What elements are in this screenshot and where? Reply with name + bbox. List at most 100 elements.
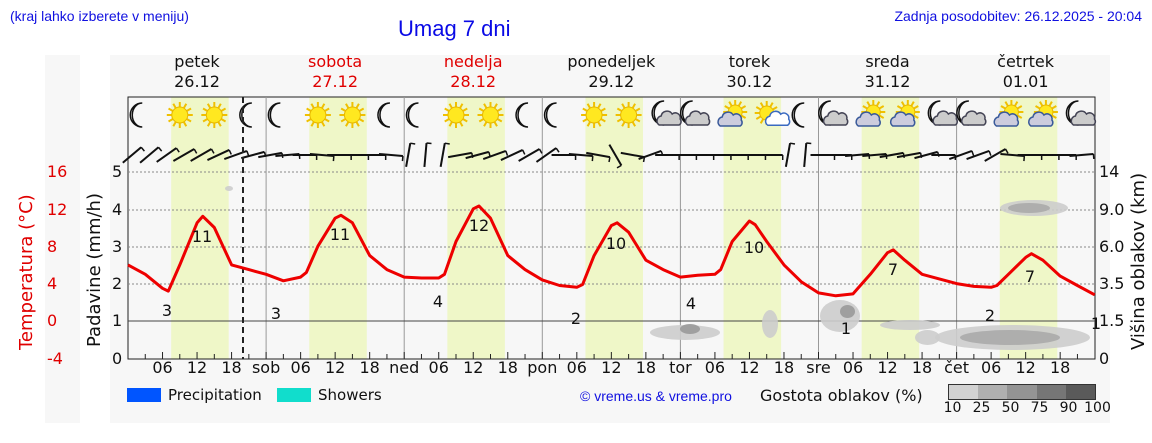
x-tick: 12 (1015, 358, 1036, 377)
svg-text:10: 10 (606, 234, 626, 253)
svg-text:11: 11 (192, 227, 212, 246)
last-update: Zadnja posodobitev: 26.12.2025 - 20:04 (894, 8, 1142, 24)
svg-text:3: 3 (271, 304, 281, 323)
cloud-height-tick: 6.0 (1099, 237, 1125, 256)
x-tick: 12 (877, 358, 898, 377)
day-label-5: sreda 31.12 (864, 52, 911, 91)
x-tick: 12 (463, 358, 484, 377)
moon-icon (405, 102, 419, 128)
temp-tick: -4 (47, 349, 63, 368)
precipitation-swatch (127, 388, 161, 402)
x-tick: sob (251, 358, 281, 377)
moon-icon (377, 102, 391, 128)
cloud-height-tick: 1.5 (1099, 311, 1125, 330)
x-tick: 12 (601, 358, 622, 377)
moon-icon (791, 102, 805, 128)
svg-text:10: 10 (744, 238, 764, 257)
moon-cloud-icon (956, 100, 987, 126)
location-hint: (kraj lahko izberete v meniju) (10, 8, 189, 24)
svg-text:1: 1 (841, 319, 851, 338)
cloud-density-label: 25 (972, 400, 991, 416)
temp-tick: 8 (47, 237, 58, 256)
sun-cloud-small-icon (754, 101, 791, 126)
sun-cloud-icon (889, 100, 920, 127)
x-tick: 18 (497, 358, 518, 377)
x-tick: 12 (739, 358, 760, 377)
temp-tick: 0 (47, 311, 58, 330)
moon-icon (543, 102, 557, 128)
x-tick: 06 (566, 358, 587, 377)
moon-icon (515, 102, 529, 128)
x-tick: 06 (290, 358, 311, 377)
cloud-density-label: 10 (943, 400, 962, 416)
svg-text:3: 3 (162, 301, 172, 320)
day-label-3: ponedeljek 29.12 (567, 52, 656, 91)
moon-icon (267, 102, 281, 128)
day-label-4: torek 30.12 (726, 52, 773, 91)
showers-swatch (277, 388, 311, 402)
cloud-density-title: Gostota oblakov (%) (760, 386, 923, 405)
cloud-height-tick: 14 (1099, 162, 1120, 181)
legend-precipitation: Precipitation (127, 386, 262, 404)
sun-cloud-icon (993, 100, 1024, 127)
sun-cloud-icon (855, 100, 886, 127)
cloud-density-labels: 10 25 50 75 90 100 (938, 400, 1112, 416)
precip-tick: 0 (112, 349, 123, 368)
moon-cloud-icon (651, 100, 682, 126)
x-tick: 12 (186, 358, 208, 377)
x-tick: 18 (359, 358, 380, 377)
sun-icon (442, 102, 469, 128)
cloud-height-tick: 0 (1099, 349, 1110, 368)
cloud-height-tick: 9.0 (1099, 200, 1125, 219)
moon-icon (129, 102, 143, 128)
credit-link[interactable]: © vreme.us & vreme.pro (580, 388, 732, 404)
svg-text:1: 1 (1091, 314, 1101, 333)
x-tick: pon (527, 358, 558, 377)
temp-tick: 4 (47, 274, 58, 293)
svg-text:2: 2 (985, 306, 995, 325)
day-label-2: nedelja 28.12 (443, 52, 503, 91)
sun-cloud-icon (717, 100, 748, 127)
temp-axis-panel (45, 55, 80, 423)
sun-icon (477, 102, 504, 128)
svg-text:4: 4 (433, 292, 443, 311)
cloud-height-tick: 3.5 (1099, 274, 1125, 293)
x-tick: 06 (428, 358, 449, 377)
x-tick: 12 (324, 358, 346, 377)
sun-icon (339, 102, 366, 128)
legend-showers: Showers (277, 386, 382, 404)
cloud-density-label: 90 (1059, 400, 1078, 416)
sun-icon (166, 102, 193, 128)
page-title: Umag 7 dni (398, 16, 511, 41)
x-tick: 18 (635, 358, 657, 377)
moon-icon (239, 102, 252, 128)
precip-tick: 1 (112, 311, 123, 330)
precip-tick: 4 (112, 200, 123, 219)
moon-cloud-icon (679, 100, 711, 126)
x-tick: 06 (842, 358, 864, 377)
moon-cloud-icon (1065, 100, 1097, 126)
x-tick: 18 (911, 358, 933, 377)
svg-text:2: 2 (571, 309, 581, 328)
svg-text:7: 7 (888, 260, 898, 279)
x-tick: tor (669, 358, 692, 377)
x-tick: 06 (152, 358, 173, 377)
x-tick: sre (806, 358, 831, 377)
sun-icon (615, 102, 642, 128)
svg-text:7: 7 (1025, 267, 1035, 286)
day-label-1: sobota 27.12 (308, 52, 363, 91)
svg-text:11: 11 (330, 225, 350, 244)
sun-cloud-icon (1028, 100, 1058, 127)
x-tick: 06 (704, 358, 726, 377)
temp-tick: 16 (47, 162, 68, 181)
sun-icon (304, 102, 331, 128)
x-tick: ned (389, 358, 420, 377)
svg-text:12: 12 (469, 216, 489, 235)
cloud-density-label: 75 (1030, 400, 1049, 416)
cloud-density-label: 100 (1084, 400, 1111, 416)
moon-cloud-icon (818, 100, 849, 126)
moon-cloud-icon (927, 100, 959, 126)
sun-icon (201, 102, 228, 128)
precip-tick: 3 (112, 237, 123, 256)
